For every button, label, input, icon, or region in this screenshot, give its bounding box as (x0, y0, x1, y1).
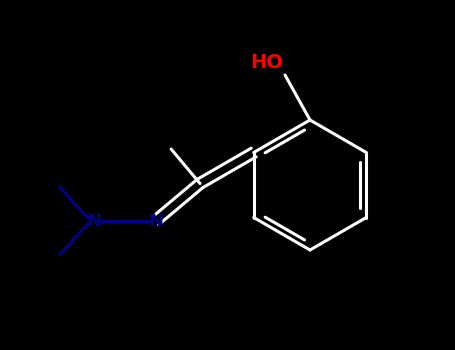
Text: N: N (148, 212, 163, 230)
Text: N: N (86, 212, 101, 230)
Text: HO: HO (251, 54, 283, 72)
